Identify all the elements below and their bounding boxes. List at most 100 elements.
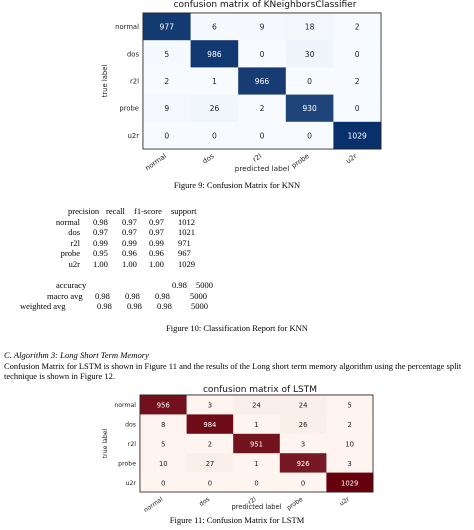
lstm-cell (233, 433, 281, 454)
report-cell-support: 5000 (196, 280, 213, 291)
lstm-cell-value: 26 (299, 421, 308, 429)
report-row-dos: dos 0.97 0.97 0.97 1021 (20, 227, 280, 238)
knn-cell-value: 0 (307, 131, 312, 140)
knn-cell (143, 67, 191, 95)
knn-cell (238, 121, 287, 150)
lstm-cell-value: 926 (297, 460, 310, 468)
lstm-cell-value: 5 (161, 441, 165, 449)
classification-report: precision recall f1-score support normal… (20, 206, 280, 312)
knn-cell (238, 13, 287, 41)
report-row-label: u2r (68, 258, 80, 269)
knn-cell (190, 67, 239, 95)
report-cell-f1: 0.96 (149, 248, 164, 259)
knn-cell (285, 67, 334, 95)
knn-x-tick-label: u2r (344, 152, 358, 165)
knn-y-tick-label: r2l (130, 78, 139, 86)
knn-cell (333, 121, 382, 150)
report-header-support: support (171, 206, 197, 216)
knn-y-tick-label: u2r (128, 132, 140, 140)
report-cell-support: 967 (178, 248, 191, 259)
report-cell-support: 1029 (178, 258, 195, 269)
knn-cell-value: 26 (210, 104, 220, 113)
knn-x-tick-label: dos (201, 152, 216, 166)
lstm-cell (233, 472, 281, 493)
report-row-label: macro avg (47, 290, 83, 301)
knn-y-tick-label: probe (119, 105, 139, 113)
report-cell-f1: 0.98 (157, 301, 172, 312)
lstm-chart-title: confusion matrix of LSTM (202, 385, 318, 395)
report-cell-recall: 0.98 (127, 301, 142, 312)
knn-cell-value: 6 (212, 23, 217, 32)
knn-cell (143, 94, 191, 123)
knn-cell-value: 2 (164, 77, 169, 86)
knn-cell-value: 986 (207, 50, 222, 59)
lstm-x-tick-label: probe (286, 496, 305, 512)
lstm-cell (140, 414, 187, 435)
lstm-cell-value: 0 (301, 479, 305, 487)
lstm-cell-value: 2 (208, 441, 212, 449)
lstm-cell-value: 3 (348, 460, 352, 468)
knn-cell-value: 0 (260, 50, 265, 59)
knn-cell-value: 9 (260, 23, 265, 32)
lstm-cell (186, 433, 234, 454)
report-row-label: weighted avg (20, 301, 66, 312)
knn-y-tick-label: dos (127, 50, 139, 58)
report-accuracy-row: accuracy 0.98 5000 (20, 280, 280, 291)
knn-cell (190, 13, 239, 41)
knn-y-axis-label: true label (101, 65, 109, 98)
lstm-y-tick-label: normal (114, 402, 136, 409)
lstm-cell (140, 453, 187, 473)
report-header-recall: recall (106, 206, 125, 216)
knn-y-tick-label: normal (115, 23, 139, 31)
lstm-cell (140, 472, 187, 493)
lstm-cell-value: 2 (348, 421, 352, 429)
knn-cell (238, 40, 287, 68)
section-heading: C. Algorithm 3: Long Short Term Memory (4, 350, 149, 360)
knn-cell-value: 30 (305, 50, 315, 59)
lstm-cell (233, 414, 281, 435)
lstm-cell (186, 453, 234, 473)
lstm-cell (233, 395, 281, 415)
lstm-y-tick-label: r2l (128, 441, 136, 448)
lstm-cell-value: 1 (254, 421, 258, 429)
lstm-cell (326, 472, 374, 493)
knn-cell (190, 94, 239, 123)
report-header-precision: precision (68, 206, 100, 216)
knn-cell (190, 40, 239, 68)
lstm-y-tick-label: dos (125, 422, 136, 429)
section-paragraph: Confusion Matrix for LSTM is shown in Fi… (4, 361, 462, 382)
report-cell-recall: 1.00 (122, 258, 137, 269)
knn-cell-value: 0 (307, 77, 312, 86)
report-cell-support: 1021 (178, 227, 195, 238)
report-cell-f1: 0.97 (149, 216, 164, 227)
knn-cell-value: 2 (355, 77, 360, 86)
knn-cell (143, 40, 191, 68)
lstm-cell-value: 5 (348, 402, 352, 410)
knn-plot-border (142, 12, 382, 150)
lstm-cell-value: 0 (161, 479, 165, 487)
figure-9-caption: Figure 9: Confusion Matrix for KNN (173, 180, 301, 190)
knn-cell (285, 94, 334, 123)
knn-cell (285, 121, 334, 150)
knn-cell (333, 40, 382, 68)
knn-cell-value: 1 (212, 77, 217, 86)
lstm-y-tick-label: u2r (126, 480, 137, 487)
report-row-r2l: r2l 0.99 0.99 0.99 971 (20, 238, 280, 249)
lstm-cell (140, 395, 187, 415)
lstm-cell (186, 414, 234, 435)
lstm-cell (326, 395, 374, 415)
lstm-cell-value: 1029 (341, 479, 358, 487)
report-weighted-row: weighted avg 0.98 0.98 0.98 5000 (20, 301, 280, 312)
knn-cell (238, 67, 287, 95)
knn-cell-value: 0 (164, 131, 169, 140)
lstm-cell (140, 433, 187, 454)
lstm-cell-value: 24 (299, 402, 308, 410)
report-cell-recall: 0.98 (125, 290, 140, 301)
report-cell-precision: 0.98 (97, 301, 112, 312)
lstm-cell (186, 395, 234, 415)
lstm-plot-border (139, 394, 374, 493)
lstm-x-tick-label: u2r (338, 496, 351, 508)
knn-cell (333, 67, 382, 95)
lstm-y-axis-label: true label (102, 428, 109, 458)
report-cell-f1: 0.98 (155, 290, 170, 301)
